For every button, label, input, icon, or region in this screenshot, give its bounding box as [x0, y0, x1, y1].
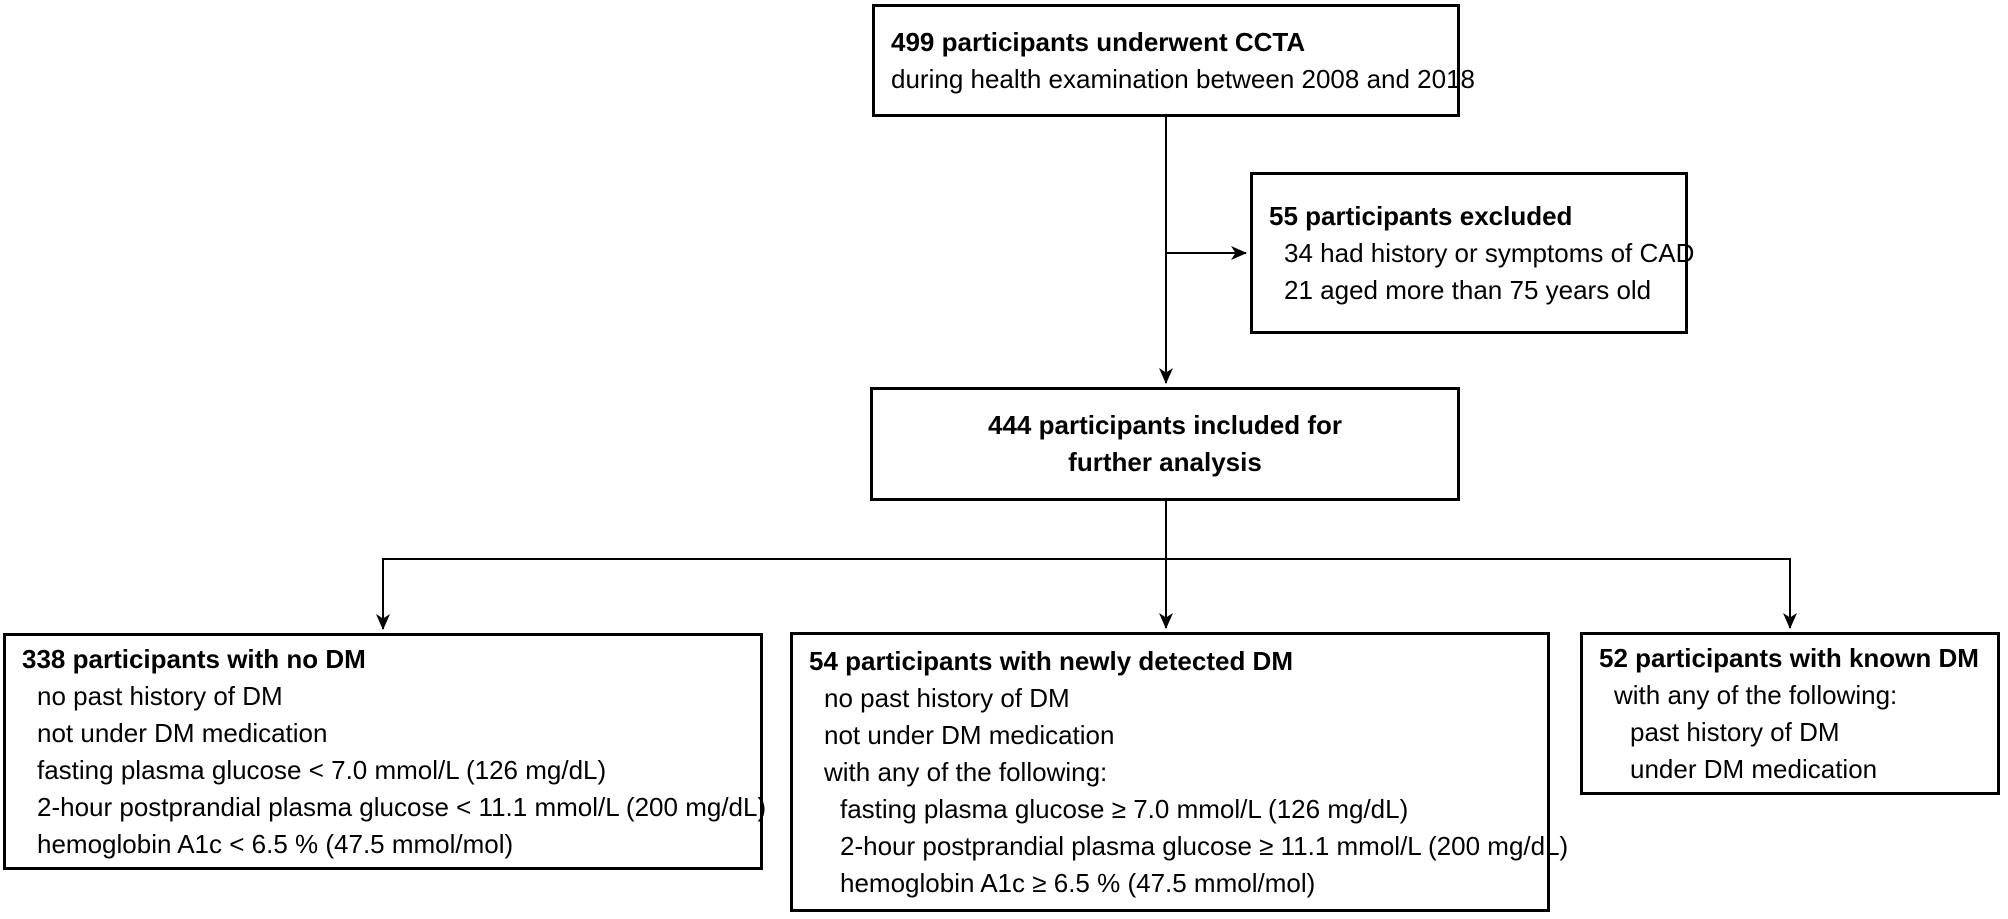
flow-box-line: no past history of DM [37, 680, 283, 711]
flow-box-line: during health examination between 2008 a… [891, 63, 1476, 94]
flow-box-line: fasting plasma glucose ≥ 7.0 mmol/L (126… [840, 793, 1409, 824]
flow-box-included-title-line1: 444 participants included for [988, 410, 1342, 440]
flow-box-included: 444 participants included for further an… [870, 387, 1460, 501]
flow-box-line: not under DM medication [37, 717, 328, 748]
flow-box-known-dm: 52 participants with known DM with any o… [1580, 632, 2000, 795]
flow-box-line: under DM medication [1630, 753, 1878, 784]
flow-box-no-dm: 338 participants with no DM no past hist… [3, 633, 767, 870]
flow-box-known-dm-lines: with any of the following: past history o… [1599, 677, 1981, 788]
flow-box-line: no past history of DM [824, 682, 1070, 713]
flow-box-line: hemoglobin A1c ≥ 6.5 % (47.5 mmol/mol) [840, 867, 1316, 898]
flow-box-line: 2-hour postprandial plasma glucose < 11.… [37, 791, 767, 822]
flow-box-line: with any of the following: [824, 756, 1108, 787]
flow-box-line: 2-hour postprandial plasma glucose ≥ 11.… [840, 830, 1569, 861]
flow-box-line: past history of DM [1630, 716, 1840, 747]
flow-box-line: hemoglobin A1c < 6.5 % (47.5 mmol/mol) [37, 828, 514, 859]
flow-box-excluded: 55 participants excluded 34 had history … [1250, 172, 1695, 334]
flow-box-included-title-line2: further analysis [1068, 447, 1262, 477]
flow-box-line: 21 aged more than 75 years old [1284, 274, 1652, 305]
flow-box-new-dm-title: 54 participants with newly detected DM [809, 645, 1293, 676]
flow-box-excluded-title: 55 participants excluded [1269, 200, 1573, 231]
flow-box-no-dm-title: 338 participants with no DM [22, 643, 366, 674]
flow-box-line: 34 had history or symptoms of CAD [1284, 237, 1695, 268]
flow-box-line: fasting plasma glucose < 7.0 mmol/L (126… [37, 754, 607, 785]
flow-box-new-dm-lines: no past history of DM not under DM medica… [809, 680, 1569, 902]
flow-box-line: with any of the following: [1614, 679, 1898, 710]
flow-box-line: not under DM medication [824, 719, 1115, 750]
flow-box-no-dm-lines: no past history of DM not under DM medica… [22, 678, 767, 863]
flow-box-excluded-lines: 34 had history or symptoms of CAD 21 aged… [1269, 235, 1695, 309]
flow-box-known-dm-title: 52 participants with known DM [1599, 642, 1979, 673]
flow-box-cta-lines: during health examination between 2008 a… [891, 61, 1476, 98]
flow-box-cta: 499 participants underwent CCTA during h… [872, 4, 1476, 117]
flow-box-new-dm: 54 participants with newly detected DM n… [790, 632, 1569, 912]
flow-box-cta-title: 499 participants underwent CCTA [891, 26, 1306, 57]
